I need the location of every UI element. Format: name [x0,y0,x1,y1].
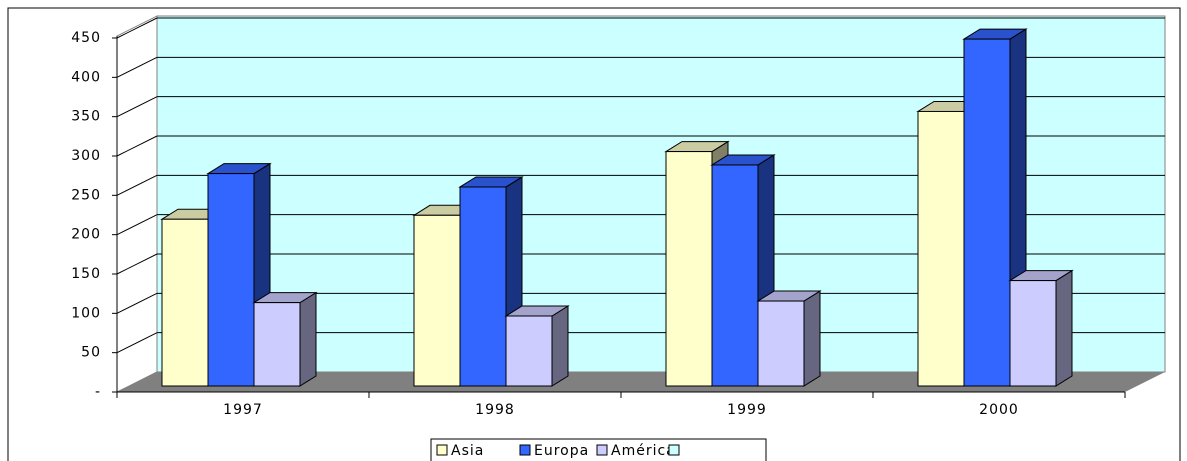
grid-line-side [116,174,158,196]
legend-label: Asia [451,443,484,459]
y-tick-label: - [95,384,101,400]
x-tick-label: 2000 [979,402,1019,418]
bar-side [299,291,317,387]
y-tick-label: 300 [71,148,101,164]
bar [505,315,553,387]
bar [207,173,255,387]
bar [459,186,507,387]
bar [161,218,209,387]
bar [253,302,301,387]
grid-line-side [116,253,158,275]
bar [963,38,1011,387]
legend-swatch [436,444,448,456]
legend-swatch-wall [668,444,680,456]
legend-swatch [596,444,608,456]
grid-line-side [116,214,158,236]
grid-line-side [116,135,158,157]
legend-label: Europa [534,443,589,459]
x-tick-label: 1997 [223,402,263,418]
bar [711,164,759,387]
y-tick-label: 50 [81,345,101,361]
legend-swatch [519,444,531,456]
grid-line-side [116,17,158,39]
bar [917,110,965,387]
y-tick-label: 100 [71,305,101,321]
y-tick-label: 400 [71,69,101,85]
grid-line-side [116,332,158,354]
bar [757,300,805,387]
grid-line-side [116,56,158,78]
x-tick-label: 1998 [475,402,515,418]
bar-side [1055,269,1073,387]
grid-line-side [116,96,158,118]
legend-label: América [611,443,676,459]
bar [1009,280,1057,387]
bar-side [551,305,569,387]
bar [413,214,461,387]
grid-line-side [116,292,158,314]
y-tick-label: 450 [71,30,101,46]
y-tick-label: 200 [71,227,101,243]
y-tick-label: 250 [71,187,101,203]
floor [117,372,1165,392]
y-tick-label: 150 [71,266,101,282]
y-tick-label: 350 [71,109,101,125]
bar-side [803,290,821,387]
x-tick-label: 1999 [727,402,767,418]
bar [665,151,713,387]
